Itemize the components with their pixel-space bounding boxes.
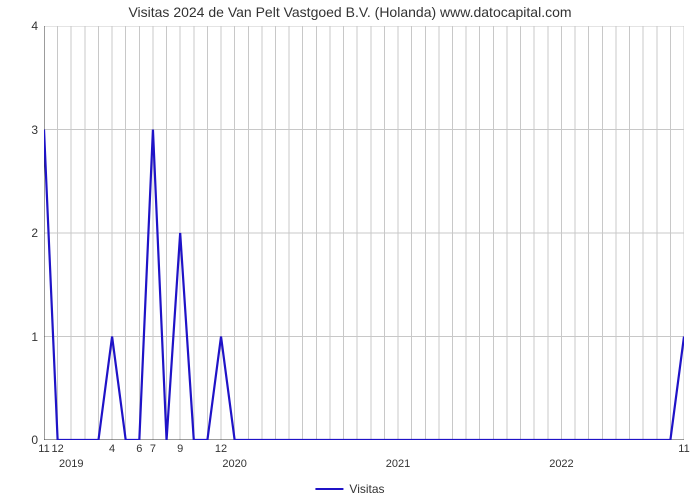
x-tick-month-label: 11: [678, 443, 689, 455]
x-tick-month-label: 11: [38, 443, 49, 455]
x-tick-month-label: 7: [150, 443, 156, 455]
x-tick-year-label: 2020: [222, 458, 246, 470]
x-tick-month-label: 4: [109, 443, 115, 455]
x-tick-year-label: 2022: [549, 458, 573, 470]
chart-title: Visitas 2024 de Van Pelt Vastgoed B.V. (…: [0, 4, 700, 20]
x-tick-year-label: 2021: [386, 458, 410, 470]
x-tick-month-label: 6: [136, 443, 142, 455]
legend-swatch: [315, 488, 343, 490]
chart-plot-area: [44, 26, 684, 440]
y-tick-label: 1: [8, 330, 38, 344]
y-tick-label: 0: [8, 433, 38, 447]
y-tick-label: 4: [8, 19, 38, 33]
x-tick-month-label: 12: [215, 443, 227, 455]
y-tick-label: 2: [8, 226, 38, 240]
chart-container: Visitas 2024 de Van Pelt Vastgoed B.V. (…: [0, 0, 700, 500]
legend-label: Visitas: [349, 482, 384, 496]
y-tick-label: 3: [8, 123, 38, 137]
x-tick-year-label: 2019: [59, 458, 83, 470]
x-tick-month-label: 9: [177, 443, 183, 455]
x-tick-month-label: 12: [51, 443, 63, 455]
chart-legend: Visitas: [315, 482, 384, 496]
